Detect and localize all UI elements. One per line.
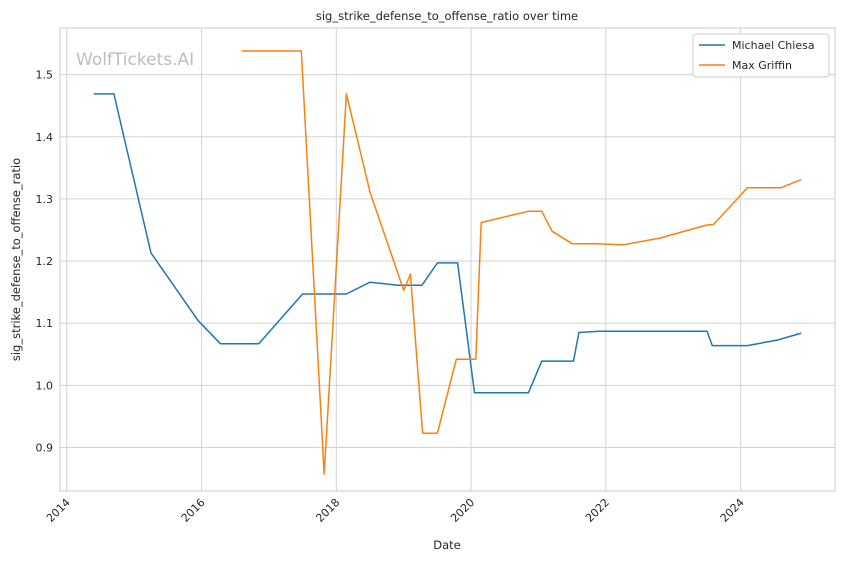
- y-axis-title: sig_strike_defense_to_offense_ratio: [9, 158, 23, 361]
- legend-label-michael-chiesa: Michael Chiesa: [732, 39, 815, 52]
- y-tick-label: 1.5: [36, 69, 54, 82]
- series-lines: [93, 50, 802, 475]
- plot-area: [59, 27, 836, 492]
- legend: Michael Chiesa Max Griffin: [692, 33, 830, 78]
- series-line-max-griffin: [242, 50, 802, 475]
- y-tick-label: 1.3: [36, 193, 54, 206]
- watermark: WolfTickets.AI: [76, 50, 194, 70]
- x-tick-label: 2022: [583, 496, 612, 525]
- x-tick-label: 2024: [718, 496, 747, 525]
- legend-box: [692, 33, 830, 78]
- y-tick-label: 0.9: [36, 441, 54, 454]
- y-tick-label: 1.0: [36, 379, 54, 392]
- y-tick-label: 1.4: [36, 131, 54, 144]
- chart-title: sig_strike_defense_to_offense_ratio over…: [316, 9, 578, 23]
- legend-label-max-griffin: Max Griffin: [732, 59, 792, 72]
- y-tick-label: 1.2: [36, 255, 54, 268]
- x-tick-label: 2020: [448, 496, 477, 525]
- x-tick-label: 2018: [313, 496, 342, 525]
- x-tick-label: 2014: [44, 496, 73, 525]
- series-line-michael-chiesa: [93, 93, 802, 394]
- x-tick-label: 2016: [179, 496, 208, 525]
- x-axis-title: Date: [433, 538, 461, 552]
- y-tick-label: 1.1: [36, 317, 54, 330]
